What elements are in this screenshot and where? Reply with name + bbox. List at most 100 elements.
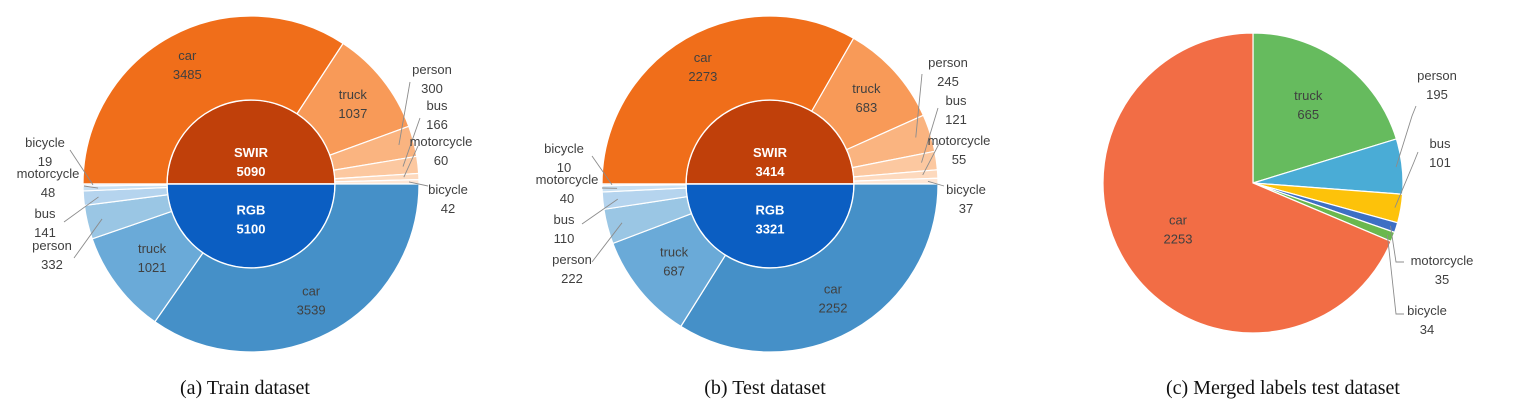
rgb-total-value-label: 5100: [237, 221, 266, 236]
swir-bicycle-leader-line: [927, 180, 945, 187]
rgb-truck-slice: [91, 210, 204, 323]
swir-car-name-label: car: [694, 50, 713, 65]
swir-bicycle-value-label: 42: [441, 201, 455, 216]
rgb-bus-leader-line: [581, 198, 619, 225]
rgb-person-name-label: person: [32, 238, 72, 253]
swir-car-slice: [82, 15, 344, 185]
rgb-truck-name-label: truck: [660, 245, 689, 260]
swir-car-slice: [601, 15, 855, 185]
rgb-person-slice: [83, 194, 173, 240]
swir-bus-name-label: bus: [946, 93, 967, 108]
swir-bicycle-leader-line: [408, 181, 429, 187]
swir-bus-value-label: 166: [426, 117, 448, 132]
rgb-total-name-label: RGB: [237, 202, 266, 217]
rgb-person-leader-line: [591, 222, 623, 263]
caption-test: (b) Test dataset: [704, 377, 826, 399]
rgb-person-value-label: 332: [41, 257, 63, 272]
swir-total-name-label: SWIR: [753, 145, 788, 160]
swir-bus-value-label: 121: [945, 112, 967, 127]
rgb-bicycle-value-label: 19: [38, 154, 52, 169]
rgb-person-value-label: 222: [561, 271, 583, 286]
swir-motorcycle-leader-line: [403, 145, 419, 178]
rgb-motorcycle-name-label: motorcycle: [17, 166, 80, 181]
caption-merged: (c) Merged labels test dataset: [1166, 377, 1400, 399]
swir-motorcycle-name-label: motorcycle: [928, 133, 991, 148]
swir-car-value-label: 3485: [173, 67, 202, 82]
swir-person-leader-line: [915, 73, 923, 138]
caption-train: (a) Train dataset: [180, 377, 310, 399]
rgb-motorcycle-name-label: motorcycle: [536, 172, 599, 187]
rgb-total-value-label: 3321: [756, 221, 785, 236]
merged-bicycle-value-label: 34: [1420, 322, 1434, 337]
swir-truck-value-label: 683: [856, 100, 878, 115]
swir-bicycle-name-label: bicycle: [428, 182, 468, 197]
swir-bus-name-label: bus: [427, 98, 448, 113]
rgb-bicycle-name-label: bicycle: [544, 141, 584, 156]
merged-labels-pie: truck 665 car 2253 person 195 bus 101 motorcycle…: [1102, 32, 1474, 337]
swir-bicycle-name-label: bicycle: [946, 182, 986, 197]
rgb-truck-value-label: 1021: [138, 260, 167, 275]
swir-person-value-label: 245: [937, 74, 959, 89]
swir-bus-leader-line: [402, 117, 421, 167]
swir-person-name-label: person: [412, 62, 452, 77]
rgb-bus-slice: [82, 186, 169, 207]
rgb-truck-value-label: 687: [663, 264, 685, 279]
rgb-bicycle-slice: [601, 183, 687, 187]
swir-bus-leader-line: [921, 107, 939, 163]
swir-total-value-label: 3414: [756, 164, 786, 179]
swir-truck-name-label: truck: [339, 87, 368, 102]
rgb-bus-slice: [601, 187, 688, 211]
rgb-bus-leader-line: [63, 196, 99, 223]
merged-bicycle-leader-line: [1386, 234, 1404, 315]
merged-bus-leader-line: [1394, 151, 1419, 208]
merged-person-value-label: 195: [1426, 87, 1448, 102]
rgb-car-value-label: 3539: [297, 302, 326, 317]
swir-person-name-label: person: [928, 55, 968, 70]
merged-person-leader-line: [1395, 105, 1417, 168]
swir-bus-slice: [333, 155, 420, 180]
swir-motorcycle-leader-line: [922, 141, 941, 176]
merged-bus-name-label: bus: [1430, 136, 1451, 151]
train-dataset-sunburst: SWIR 5090 RGB 5100 car 3485 truck 1037 car 3539 tr…: [17, 15, 473, 353]
rgb-car-slice: [154, 183, 420, 353]
swir-truck-name-label: truck: [852, 81, 881, 96]
rgb-truck-slice: [612, 212, 727, 328]
swir-person-slice: [329, 125, 418, 171]
swir-motorcycle-value-label: 55: [952, 152, 966, 167]
swir-total-value-label: 5090: [237, 164, 266, 179]
merged-car-slice: [1102, 32, 1392, 334]
rgb-truck-name-label: truck: [138, 241, 167, 256]
swir-car-value-label: 2273: [688, 69, 717, 84]
merged-car-value-label: 2253: [1164, 232, 1193, 247]
rgb-bicycle-slice: [82, 183, 168, 187]
merged-motorcycle-name-label: motorcycle: [1411, 253, 1474, 268]
test-dataset-sunburst: SWIR 3414 RGB 3321 car 2273 truck 683 car 2252 tru…: [536, 15, 991, 353]
merged-car-name-label: car: [1169, 213, 1188, 228]
swir-motorcycle-name-label: motorcycle: [410, 134, 473, 149]
swir-person-slice: [845, 114, 936, 169]
swir-person-value-label: 300: [421, 81, 443, 96]
rgb-bicycle-value-label: 10: [557, 160, 571, 175]
merged-motorcycle-value-label: 35: [1435, 272, 1449, 287]
rgb-motorcycle-leader-line: [83, 185, 99, 189]
swir-truck-value-label: 1037: [338, 106, 367, 121]
merged-truck-slice: [1252, 32, 1398, 184]
rgb-bicycle-name-label: bicycle: [25, 135, 65, 150]
swir-bicycle-value-label: 37: [959, 201, 973, 216]
merged-bus-value-label: 101: [1429, 155, 1451, 170]
rgb-car-name-label: car: [302, 283, 321, 298]
merged-person-name-label: person: [1417, 68, 1457, 83]
rgb-bus-value-label: 141: [34, 225, 56, 240]
rgb-car-value-label: 2252: [819, 301, 848, 316]
rgb-bicycle-leader-line: [591, 155, 613, 186]
merged-bicycle-name-label: bicycle: [1407, 303, 1447, 318]
rgb-bus-name-label: bus: [35, 206, 56, 221]
rgb-bicycle-leader-line: [69, 149, 94, 186]
merged-truck-name-label: truck: [1294, 88, 1323, 103]
rgb-person-leader-line: [73, 218, 103, 259]
swir-person-leader-line: [398, 81, 411, 146]
merged-truck-value-label: 665: [1297, 107, 1319, 122]
rgb-total-name-label: RGB: [756, 202, 785, 217]
swir-motorcycle-value-label: 60: [434, 153, 448, 168]
